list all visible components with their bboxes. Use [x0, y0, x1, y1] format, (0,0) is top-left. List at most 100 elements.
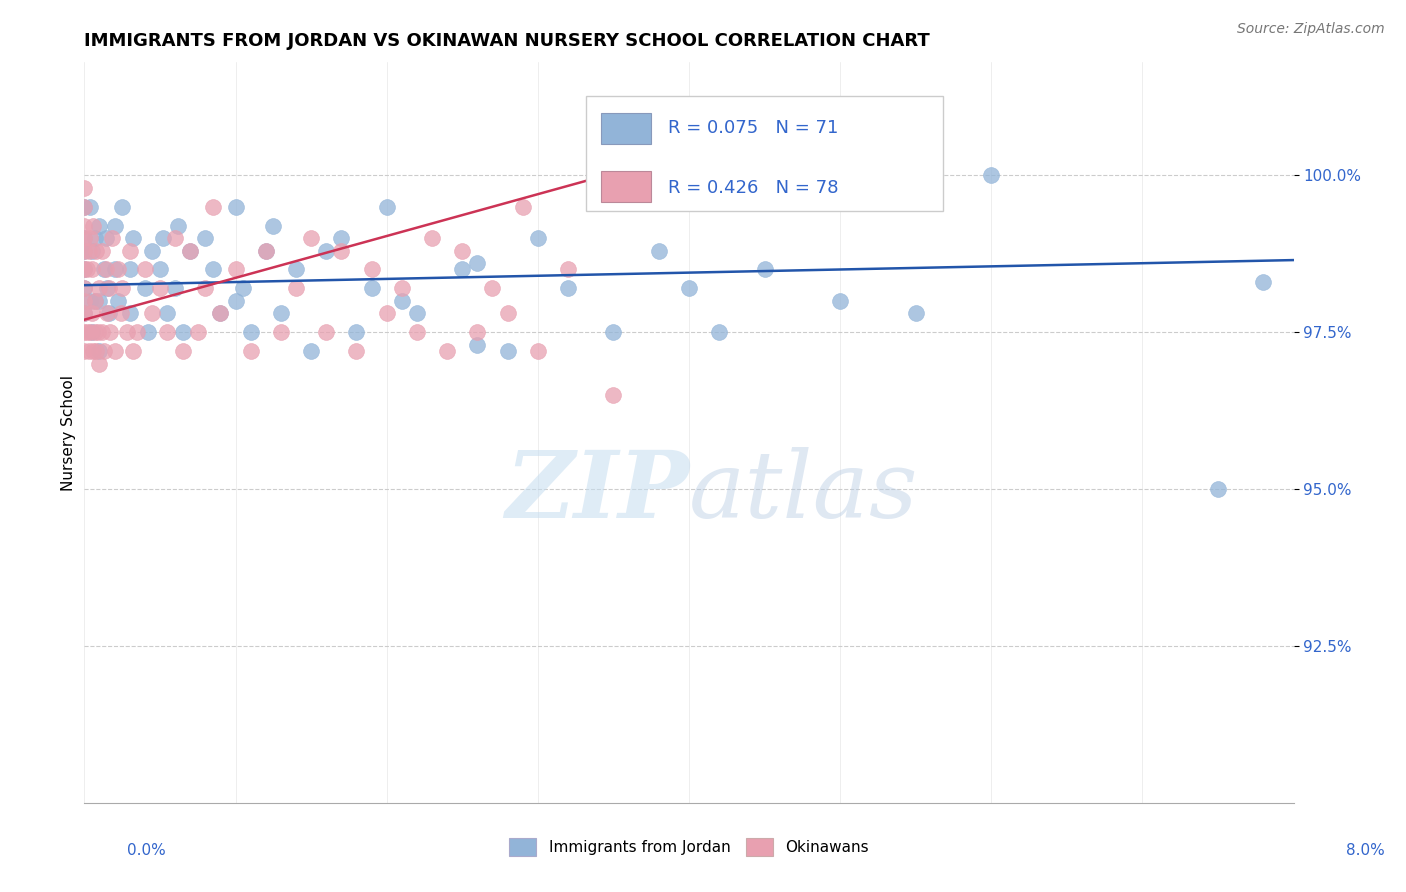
Point — [82, 219, 104, 233]
Point — [93, 344, 115, 359]
Point — [194, 231, 217, 245]
Point — [391, 281, 413, 295]
Point — [94, 231, 117, 245]
Point — [89, 344, 111, 359]
Point — [391, 293, 413, 308]
Point — [89, 219, 111, 233]
Point — [73, 219, 96, 233]
Text: R = 0.426   N = 78: R = 0.426 N = 78 — [668, 179, 839, 197]
Text: 0.0%: 0.0% — [127, 843, 166, 858]
Point — [73, 325, 96, 339]
Point — [97, 306, 120, 320]
Point — [360, 262, 382, 277]
Point — [709, 325, 731, 339]
Point — [209, 306, 232, 320]
Point — [172, 325, 194, 339]
Point — [496, 306, 519, 320]
Point — [141, 306, 163, 320]
Text: Source: ZipAtlas.com: Source: ZipAtlas.com — [1237, 22, 1385, 37]
Point — [79, 231, 101, 245]
Point — [76, 262, 98, 277]
Point — [73, 262, 96, 277]
Point — [557, 262, 579, 277]
Point — [73, 293, 96, 308]
Point — [420, 231, 443, 245]
Point — [79, 325, 101, 339]
Point — [346, 344, 368, 359]
Point — [104, 219, 127, 233]
Point — [467, 338, 489, 352]
Point — [89, 357, 111, 371]
Text: R = 0.075   N = 71: R = 0.075 N = 71 — [668, 120, 839, 137]
Point — [73, 200, 96, 214]
Point — [84, 325, 107, 339]
Point — [121, 231, 143, 245]
Point — [232, 281, 254, 295]
Point — [165, 231, 187, 245]
Point — [194, 281, 217, 295]
Point — [110, 306, 132, 320]
Point — [284, 262, 308, 277]
Point — [79, 293, 101, 308]
Point — [254, 244, 277, 258]
Point — [375, 200, 398, 214]
Point — [136, 325, 159, 339]
Point — [179, 244, 201, 258]
Point — [73, 306, 96, 320]
Point — [284, 281, 308, 295]
Point — [602, 325, 624, 339]
Point — [73, 181, 96, 195]
Point — [73, 231, 96, 245]
Point — [89, 293, 111, 308]
Point — [115, 325, 138, 339]
Point — [346, 325, 368, 339]
Point — [73, 306, 96, 320]
Point — [527, 344, 550, 359]
Point — [80, 325, 103, 339]
Point — [262, 219, 284, 233]
Point — [86, 344, 108, 359]
Point — [73, 344, 96, 359]
Point — [84, 293, 107, 308]
Point — [481, 281, 503, 295]
Point — [76, 325, 98, 339]
Point — [149, 262, 172, 277]
Point — [167, 219, 190, 233]
Point — [93, 262, 115, 277]
Point — [73, 244, 96, 258]
Point — [467, 325, 489, 339]
Point — [118, 244, 141, 258]
Point — [73, 281, 96, 295]
Point — [754, 262, 776, 277]
Point — [648, 244, 671, 258]
Point — [330, 231, 353, 245]
Point — [980, 169, 1002, 183]
Point — [73, 244, 96, 258]
Point — [73, 200, 96, 214]
Point — [330, 244, 353, 258]
Point — [179, 244, 201, 258]
Point — [406, 325, 429, 339]
Point — [451, 244, 474, 258]
Point — [527, 231, 550, 245]
FancyBboxPatch shape — [600, 170, 651, 202]
Point — [436, 344, 458, 359]
Point — [152, 231, 174, 245]
Point — [80, 306, 103, 320]
Text: 8.0%: 8.0% — [1346, 843, 1385, 858]
Point — [239, 344, 262, 359]
Point — [107, 262, 129, 277]
Point — [496, 344, 519, 359]
Point — [77, 344, 100, 359]
Point — [134, 262, 156, 277]
Point — [602, 388, 624, 402]
Point — [80, 244, 103, 258]
Point — [87, 325, 110, 339]
Point — [104, 262, 127, 277]
Text: ZIP: ZIP — [505, 447, 689, 537]
Point — [904, 306, 927, 320]
Point — [201, 262, 224, 277]
Point — [141, 244, 163, 258]
FancyBboxPatch shape — [586, 95, 943, 211]
Point — [451, 262, 474, 277]
